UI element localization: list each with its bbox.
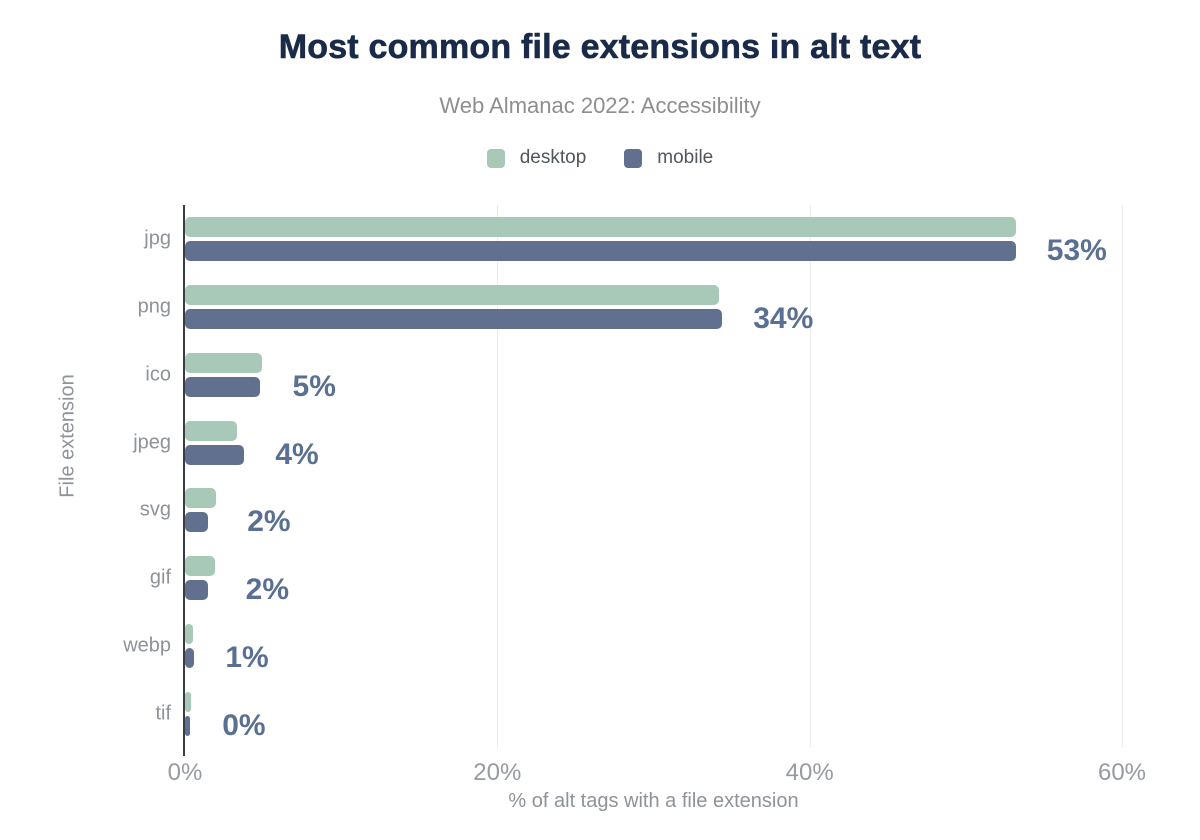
value-label: 1% bbox=[225, 641, 269, 675]
value-label: 0% bbox=[222, 709, 266, 743]
bar-group-svg: svg 2% bbox=[140, 477, 1122, 545]
bar-mobile-svg[interactable] bbox=[185, 512, 209, 533]
category-label: gif bbox=[149, 566, 171, 589]
x-tick-label: 40% bbox=[785, 759, 834, 786]
category-label: jpg bbox=[144, 227, 171, 250]
bar-desktop-ico[interactable] bbox=[185, 352, 262, 373]
x-tick-label: 60% bbox=[1097, 759, 1147, 786]
value-label: 53% bbox=[1046, 233, 1107, 267]
legend-label-mobile: mobile bbox=[657, 147, 714, 168]
x-axis-ticks: 0% 20% 40% 60% bbox=[168, 759, 1146, 787]
legend-item-mobile[interactable]: mobile bbox=[624, 147, 713, 169]
category-label: tif bbox=[155, 702, 171, 725]
bar-mobile-jpg[interactable] bbox=[185, 240, 1016, 261]
bar-desktop-svg[interactable] bbox=[185, 488, 217, 509]
bar-group-webp: webp 1% bbox=[123, 612, 1122, 680]
plot-area: jpg 53% png 34% ico 5% jpeg 4% svg 2% gif 2% webp 1% t… bbox=[123, 205, 1123, 756]
value-label: 2% bbox=[247, 505, 291, 539]
bar-mobile-ico[interactable] bbox=[185, 376, 260, 397]
y-axis-title: File extension bbox=[56, 374, 79, 498]
bar-group-png: png 34% bbox=[138, 273, 1122, 341]
category-label: jpeg bbox=[133, 431, 171, 454]
category-label: webp bbox=[123, 634, 171, 657]
bar-group-jpeg: jpeg 4% bbox=[133, 409, 1122, 477]
x-tick-label: 20% bbox=[473, 759, 522, 786]
category-label: ico bbox=[145, 363, 171, 386]
legend-item-desktop[interactable]: desktop bbox=[486, 147, 587, 169]
legend-label-desktop: desktop bbox=[519, 147, 587, 168]
y-axis-line bbox=[183, 205, 185, 756]
bar-group-ico: ico 5% bbox=[145, 341, 1122, 409]
value-label: 2% bbox=[245, 573, 290, 607]
gridline-40% bbox=[809, 205, 811, 748]
chart-subtitle: Web Almanac 2022: Accessibility bbox=[439, 93, 761, 118]
bar-mobile-tif[interactable] bbox=[185, 716, 190, 737]
gridline-60% bbox=[1122, 205, 1123, 748]
x-axis-title: % of alt tags with a file extension bbox=[508, 790, 799, 812]
x-tick-label: 0% bbox=[167, 759, 203, 786]
value-label: 4% bbox=[275, 437, 319, 471]
bar-desktop-jpeg[interactable] bbox=[185, 420, 237, 441]
bar-group-gif: gif 2% bbox=[150, 544, 1122, 612]
category-label: png bbox=[137, 295, 171, 318]
desktop-swatch-icon bbox=[486, 148, 505, 168]
mobile-swatch-icon bbox=[624, 148, 643, 168]
value-label: 5% bbox=[292, 369, 336, 403]
bar-mobile-gif[interactable] bbox=[185, 580, 209, 601]
bar-mobile-webp[interactable] bbox=[185, 648, 195, 669]
bar-desktop-webp[interactable] bbox=[185, 624, 193, 645]
bar-mobile-png[interactable] bbox=[185, 308, 723, 329]
bar-group-jpg: jpg 53% bbox=[144, 205, 1122, 273]
bar-group-tif: tif 0% bbox=[155, 680, 1122, 748]
bar-desktop-png[interactable] bbox=[185, 284, 720, 305]
value-label: 34% bbox=[753, 301, 814, 335]
bar-desktop-tif[interactable] bbox=[185, 692, 192, 713]
bar-mobile-jpeg[interactable] bbox=[185, 444, 245, 465]
legend: desktop mobile bbox=[0, 147, 1200, 169]
bar-desktop-gif[interactable] bbox=[185, 556, 215, 577]
bar-desktop-jpg[interactable] bbox=[185, 216, 1016, 237]
chart-title: Most common file extensions in alt text bbox=[278, 28, 922, 67]
gridline-20% bbox=[497, 205, 499, 748]
category-label: svg bbox=[139, 498, 171, 521]
